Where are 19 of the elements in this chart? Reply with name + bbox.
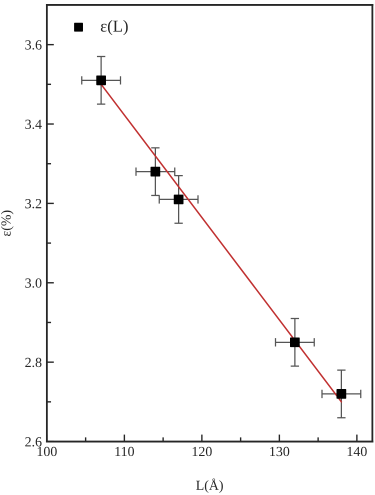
x-tick-label: 130 [270,446,290,456]
x-tick-label: 100 [38,446,57,456]
y-tick-label: 3.0 [25,278,42,288]
point [96,76,106,86]
point [290,337,300,348]
y-tick-label: 3.4 [25,120,42,130]
y-tick-label: 3.2 [25,199,42,208]
y-tick-label: 2.6 [25,437,42,447]
x-tick-label: 140 [348,446,367,456]
point [336,389,346,399]
y-tick-label: 2.8 [25,358,42,368]
legend-label: ε(L) [100,20,128,36]
y-axis-title: ε(%) [0,210,14,236]
point [174,194,184,204]
y-tick-label: 3.6 [25,40,42,50]
point [150,166,160,177]
x-axis-title: L(Å) [196,478,223,493]
x-tick-label: 110 [115,446,134,456]
x-tick-label: 120 [192,446,212,456]
